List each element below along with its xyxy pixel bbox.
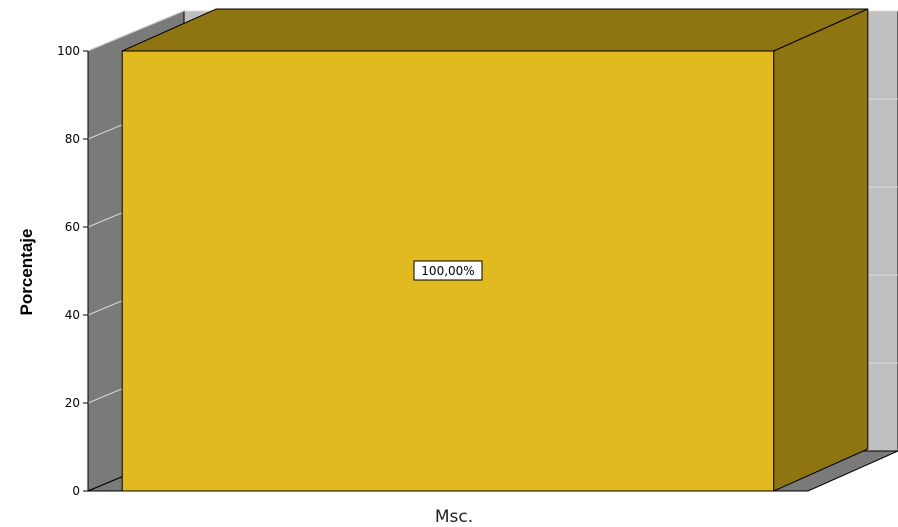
y-tick-label: 0: [72, 484, 80, 498]
y-tick-label: 60: [65, 220, 80, 234]
x-axis: Msc.: [435, 507, 473, 527]
y-tick-label: 100: [57, 44, 80, 58]
y-axis-title: Porcentaje: [17, 229, 36, 316]
y-tick-label: 20: [65, 396, 80, 410]
bar-top-face: [121, 8, 869, 52]
data-label-text: 100,00%: [421, 264, 474, 278]
data-label: 100,00%: [413, 260, 483, 281]
y-tick-label: 40: [65, 308, 80, 322]
bar-side-face: [773, 8, 869, 492]
bars: 100,00%: [121, 8, 869, 492]
y-axis: 0 20 40 60 80 100: [57, 44, 89, 498]
data-label-box: [413, 260, 483, 281]
x-tick-label: Msc.: [435, 507, 473, 527]
y-tick-label: 80: [65, 132, 80, 146]
